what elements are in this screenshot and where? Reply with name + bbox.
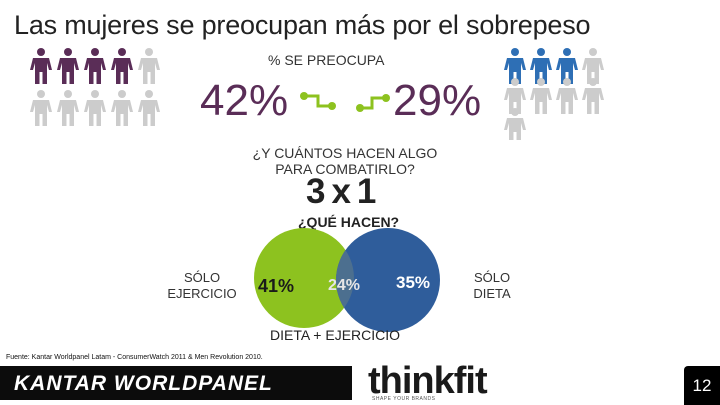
diet-percent: 35% — [396, 273, 430, 292]
man-icon — [504, 48, 526, 84]
woman-icon — [84, 48, 106, 84]
man-icon — [530, 78, 552, 114]
woman-icon — [57, 90, 79, 126]
woman-icon — [138, 90, 160, 126]
thinkfit-logo: thinkfit — [368, 360, 488, 402]
page-number-box — [684, 366, 720, 405]
men-icons — [504, 48, 604, 140]
man-icon — [530, 48, 552, 84]
women-percent: 42% — [200, 76, 289, 125]
question-how-many: ¿Y CUÁNTOS HACEN ALGO PARA COMBATIRLO? — [252, 145, 438, 177]
connector-icon — [300, 92, 390, 112]
diet-only-label: SÓLO DIETA — [473, 270, 511, 301]
kantar-logo: KANTAR WORLDPANEL — [14, 372, 273, 395]
exercise-percent: 41% — [258, 276, 294, 296]
man-icon — [582, 48, 604, 84]
worried-label: % SE PREOCUPA — [268, 52, 385, 68]
woman-icon — [111, 90, 133, 126]
woman-icon — [30, 48, 52, 84]
woman-icon — [138, 48, 160, 84]
overlap-percent: 24% — [328, 277, 360, 294]
woman-icon — [57, 48, 79, 84]
diet-circle — [336, 228, 440, 332]
man-icon — [504, 108, 526, 140]
man-icon — [556, 48, 578, 84]
women-icons — [30, 48, 160, 126]
exercise-circle — [254, 228, 354, 328]
man-icon — [582, 78, 604, 114]
question-what: ¿QUÉ HACEN? — [298, 214, 400, 230]
woman-icon — [84, 90, 106, 126]
diet-exercise-label: DIETA + EJERCICIO — [270, 327, 401, 343]
men-percent: 29% — [393, 76, 482, 125]
footer-bar — [0, 366, 352, 400]
exercise-only-label: SÓLO EJERCICIO — [167, 270, 237, 301]
woman-icon — [111, 48, 133, 84]
man-icon — [556, 78, 578, 114]
venn-diagram: 41% 24% 35% — [254, 228, 440, 332]
woman-icon — [30, 90, 52, 126]
page-title: Las mujeres se preocupan más por el sobr… — [14, 10, 591, 40]
thinkfit-tagline: SHAPE YOUR BRANDS — [372, 396, 436, 402]
page-number: 12 — [692, 376, 712, 395]
man-icon — [504, 78, 526, 114]
source-note: Fuente: Kantar Worldpanel Latam - Consum… — [6, 354, 263, 361]
ratio-value: 3x1 — [306, 172, 383, 211]
